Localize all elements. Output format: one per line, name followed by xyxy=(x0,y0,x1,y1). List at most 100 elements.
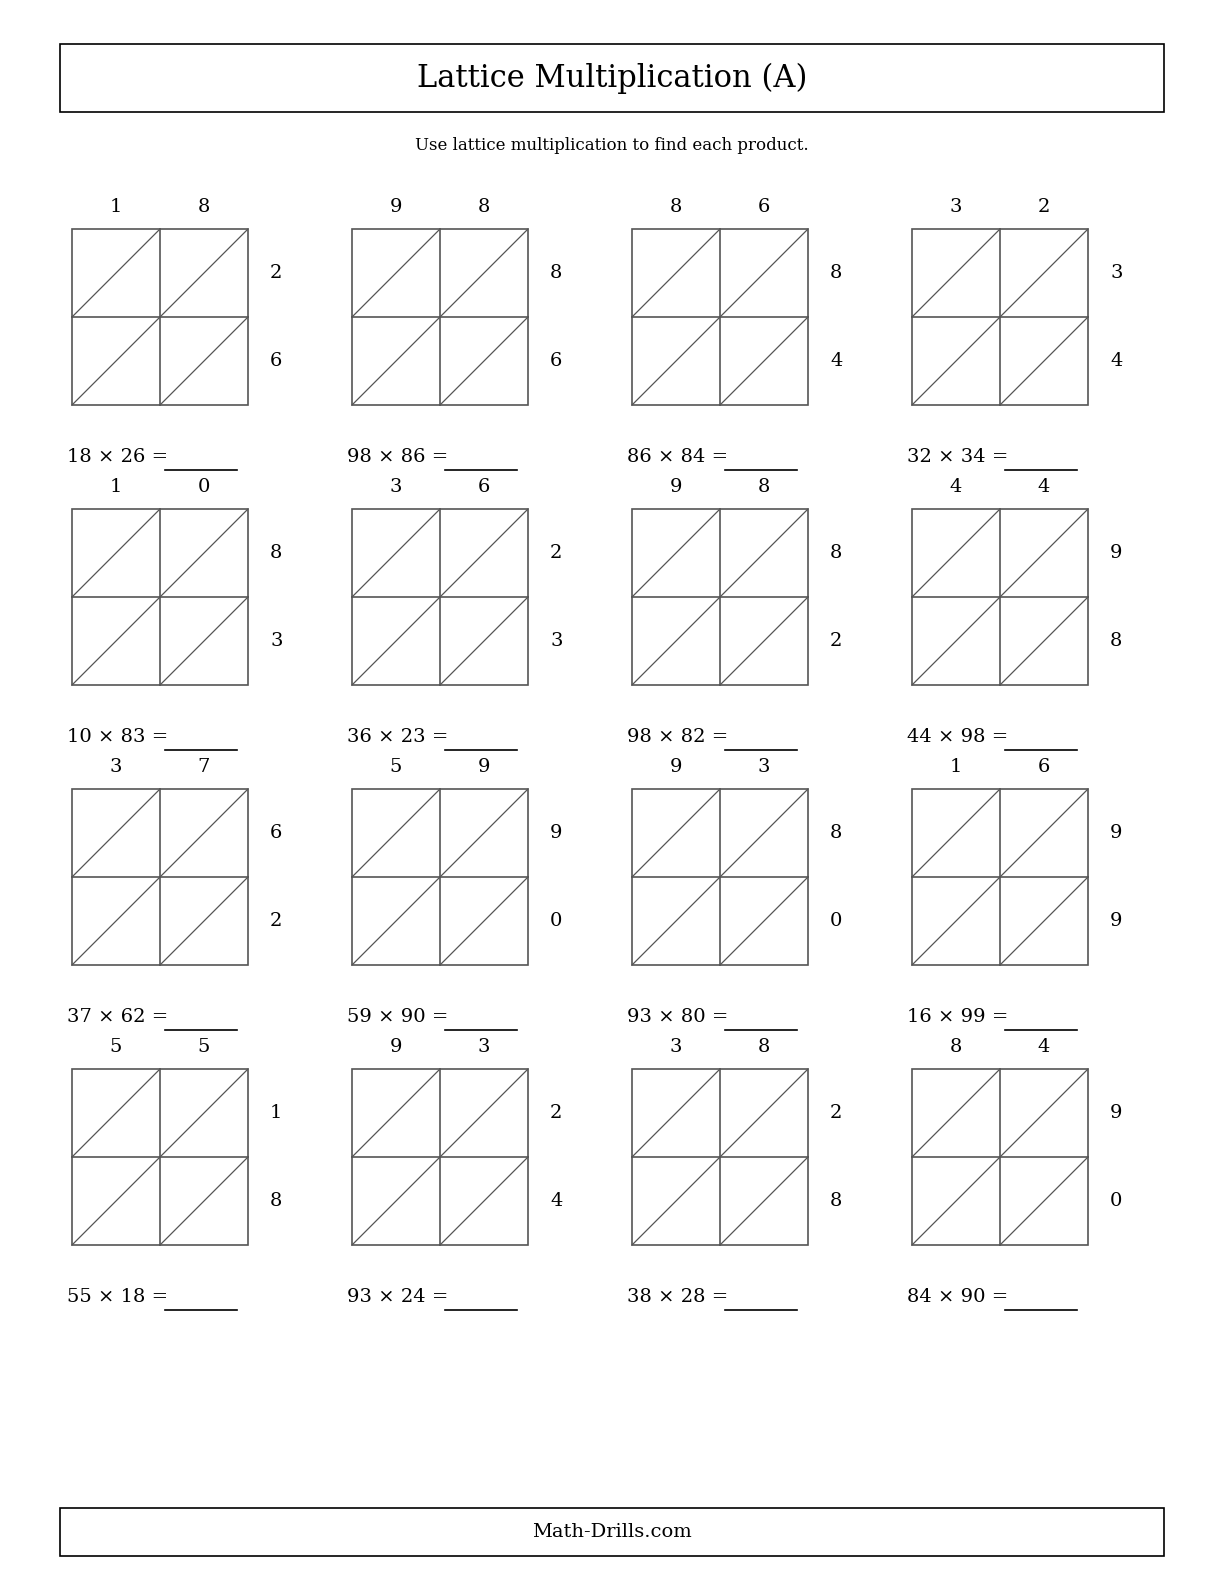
Text: 3: 3 xyxy=(950,198,962,215)
Bar xyxy=(353,230,528,406)
Bar xyxy=(632,789,808,965)
Bar xyxy=(912,1069,1088,1245)
Bar xyxy=(60,44,1164,112)
Bar xyxy=(632,1069,808,1245)
Bar xyxy=(912,508,1088,684)
Text: 44 × 98 =: 44 × 98 = xyxy=(907,729,1015,746)
Text: 4: 4 xyxy=(1038,478,1050,496)
Text: 8: 8 xyxy=(830,1193,842,1210)
Text: 84 × 90 =: 84 × 90 = xyxy=(907,1288,1015,1305)
Text: 8: 8 xyxy=(271,1193,283,1210)
Text: 5: 5 xyxy=(389,759,403,776)
Text: 3: 3 xyxy=(271,632,283,649)
Text: 6: 6 xyxy=(271,352,283,371)
Text: 3: 3 xyxy=(758,759,770,776)
Text: 0: 0 xyxy=(830,912,842,930)
Text: 8: 8 xyxy=(550,265,562,282)
Text: 8: 8 xyxy=(1110,632,1122,649)
Bar xyxy=(353,508,528,684)
Text: 9: 9 xyxy=(670,759,682,776)
Bar xyxy=(912,789,1088,965)
Text: 6: 6 xyxy=(1038,759,1050,776)
Text: 3: 3 xyxy=(1110,265,1122,282)
Text: 6: 6 xyxy=(550,352,562,371)
Text: 9: 9 xyxy=(550,824,563,843)
Text: 93 × 80 =: 93 × 80 = xyxy=(627,1007,734,1026)
Text: 8: 8 xyxy=(670,198,682,215)
Text: 32 × 34 =: 32 × 34 = xyxy=(907,448,1015,466)
Text: Lattice Multiplication (A): Lattice Multiplication (A) xyxy=(417,62,807,93)
Text: 9: 9 xyxy=(1110,912,1122,930)
Bar xyxy=(912,230,1088,406)
Text: 2: 2 xyxy=(830,1104,842,1121)
Text: 8: 8 xyxy=(830,824,842,843)
Bar xyxy=(72,508,248,684)
Text: 8: 8 xyxy=(758,478,770,496)
Text: 9: 9 xyxy=(1110,824,1122,843)
Text: 0: 0 xyxy=(550,912,562,930)
Bar xyxy=(632,508,808,684)
Text: 1: 1 xyxy=(271,1104,283,1121)
Text: 36 × 23 =: 36 × 23 = xyxy=(346,729,454,746)
Text: 5: 5 xyxy=(198,1038,211,1057)
Text: 3: 3 xyxy=(477,1038,491,1057)
Text: 98 × 86 =: 98 × 86 = xyxy=(346,448,454,466)
Bar xyxy=(72,1069,248,1245)
Text: 6: 6 xyxy=(758,198,770,215)
Text: 37 × 62 =: 37 × 62 = xyxy=(67,1007,175,1026)
Text: 4: 4 xyxy=(550,1193,562,1210)
Text: 55 × 18 =: 55 × 18 = xyxy=(67,1288,174,1305)
Text: 1: 1 xyxy=(110,478,122,496)
Text: 3: 3 xyxy=(550,632,563,649)
Text: 2: 2 xyxy=(550,1104,562,1121)
Text: Math-Drills.com: Math-Drills.com xyxy=(532,1522,692,1541)
Text: 3: 3 xyxy=(670,1038,682,1057)
Text: 8: 8 xyxy=(198,198,211,215)
Text: 8: 8 xyxy=(830,265,842,282)
Bar xyxy=(72,230,248,406)
Bar xyxy=(353,789,528,965)
Text: 38 × 28 =: 38 × 28 = xyxy=(627,1288,734,1305)
Text: 6: 6 xyxy=(271,824,283,843)
Text: 4: 4 xyxy=(950,478,962,496)
Text: 3: 3 xyxy=(389,478,403,496)
Text: 2: 2 xyxy=(271,265,283,282)
Text: 1: 1 xyxy=(950,759,962,776)
Text: 18 × 26 =: 18 × 26 = xyxy=(67,448,174,466)
Text: 9: 9 xyxy=(1110,1104,1122,1121)
Text: 9: 9 xyxy=(1110,543,1122,562)
Text: 9: 9 xyxy=(389,1038,403,1057)
Bar xyxy=(353,1069,528,1245)
Text: 6: 6 xyxy=(477,478,490,496)
Text: Use lattice multiplication to find each product.: Use lattice multiplication to find each … xyxy=(415,138,809,155)
Text: 4: 4 xyxy=(1110,352,1122,371)
Text: 86 × 84 =: 86 × 84 = xyxy=(627,448,734,466)
Text: 8: 8 xyxy=(950,1038,962,1057)
Text: 3: 3 xyxy=(110,759,122,776)
Text: 4: 4 xyxy=(830,352,842,371)
Text: 8: 8 xyxy=(758,1038,770,1057)
Text: 10 × 83 =: 10 × 83 = xyxy=(67,729,175,746)
Text: 93 × 24 =: 93 × 24 = xyxy=(346,1288,454,1305)
Text: 2: 2 xyxy=(830,632,842,649)
Text: 9: 9 xyxy=(670,478,682,496)
Bar xyxy=(60,1508,1164,1555)
Text: 59 × 90 =: 59 × 90 = xyxy=(346,1007,454,1026)
Text: 8: 8 xyxy=(271,543,283,562)
Text: 0: 0 xyxy=(1110,1193,1122,1210)
Text: 8: 8 xyxy=(830,543,842,562)
Text: 1: 1 xyxy=(110,198,122,215)
Text: 4: 4 xyxy=(1038,1038,1050,1057)
Text: 98 × 82 =: 98 × 82 = xyxy=(627,729,734,746)
Text: 0: 0 xyxy=(198,478,211,496)
Text: 8: 8 xyxy=(477,198,490,215)
Text: 2: 2 xyxy=(1038,198,1050,215)
Text: 7: 7 xyxy=(198,759,211,776)
Text: 2: 2 xyxy=(550,543,562,562)
Text: 9: 9 xyxy=(477,759,491,776)
Text: 9: 9 xyxy=(389,198,403,215)
Text: 2: 2 xyxy=(271,912,283,930)
Bar xyxy=(72,789,248,965)
Bar xyxy=(632,230,808,406)
Text: 5: 5 xyxy=(110,1038,122,1057)
